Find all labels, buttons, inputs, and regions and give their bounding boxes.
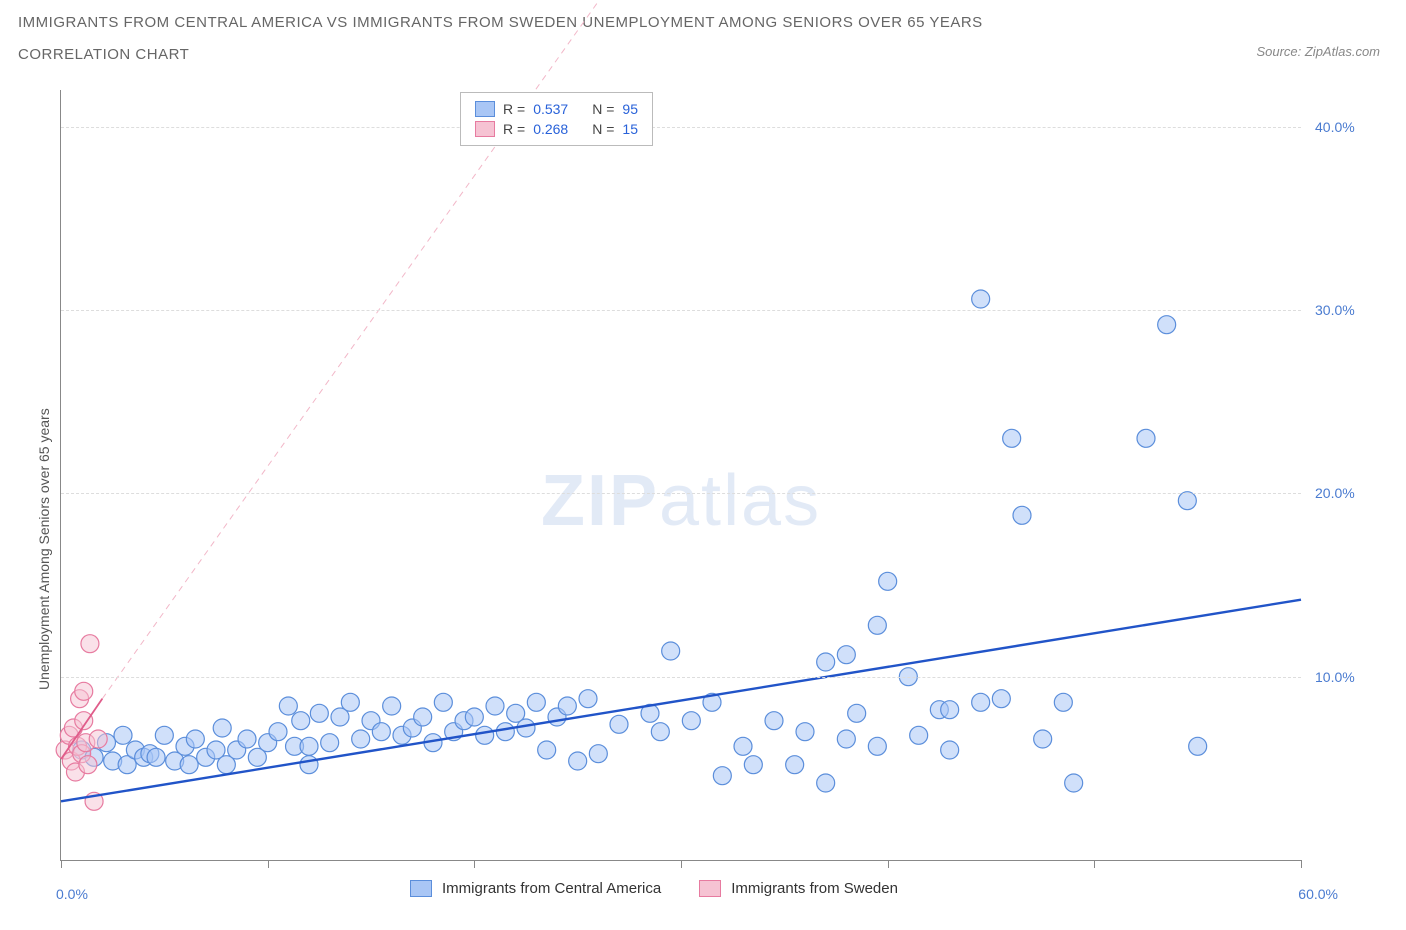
series-label: Immigrants from Sweden <box>731 880 898 897</box>
series-swatch <box>699 880 721 897</box>
y-tick-label: 20.0% <box>1315 485 1355 501</box>
gridline <box>61 127 1301 128</box>
legend-n-label: N = <box>592 119 614 139</box>
scatter-plot: ZIPatlas 10.0%20.0%30.0%40.0% <box>60 90 1301 861</box>
x-axis-min-label: 0.0% <box>56 886 88 902</box>
chart-title-line1: IMMIGRANTS FROM CENTRAL AMERICA VS IMMIG… <box>18 14 983 31</box>
x-tick <box>268 860 269 868</box>
legend-r-label: R = <box>503 119 525 139</box>
y-tick-label: 10.0% <box>1315 669 1355 685</box>
plot-svg <box>61 90 1301 860</box>
x-tick <box>1094 860 1095 868</box>
legend-r-label: R = <box>503 99 525 119</box>
x-tick <box>888 860 889 868</box>
y-axis-label: Unemployment Among Seniors over 65 years <box>36 408 52 690</box>
x-axis-max-label: 60.0% <box>1298 886 1338 902</box>
legend-n-value: 15 <box>622 119 638 139</box>
x-tick <box>474 860 475 868</box>
legend-n-label: N = <box>592 99 614 119</box>
gridline <box>61 493 1301 494</box>
legend-r-value: 0.268 <box>533 119 568 139</box>
x-tick <box>61 860 62 868</box>
gridline <box>61 310 1301 311</box>
legend-row: R = 0.537 N = 95 <box>475 99 638 119</box>
gridline <box>61 677 1301 678</box>
y-tick-label: 40.0% <box>1315 119 1355 135</box>
legend-swatch <box>475 101 495 117</box>
legend-n-value: 95 <box>622 99 638 119</box>
legend-row: R = 0.268 N = 15 <box>475 119 638 139</box>
series-legend: Immigrants from Central America Immigrant… <box>410 880 926 897</box>
legend-r-value: 0.537 <box>533 99 568 119</box>
source-attribution: Source: ZipAtlas.com <box>1256 44 1380 59</box>
y-tick-label: 30.0% <box>1315 302 1355 318</box>
series-label: Immigrants from Central America <box>442 880 661 897</box>
series-swatch <box>410 880 432 897</box>
x-tick <box>681 860 682 868</box>
x-tick <box>1301 860 1302 868</box>
legend-swatch <box>475 121 495 137</box>
correlation-legend: R = 0.537 N = 95 R = 0.268 N = 15 <box>460 92 653 146</box>
chart-title-line2: CORRELATION CHART <box>18 46 189 63</box>
